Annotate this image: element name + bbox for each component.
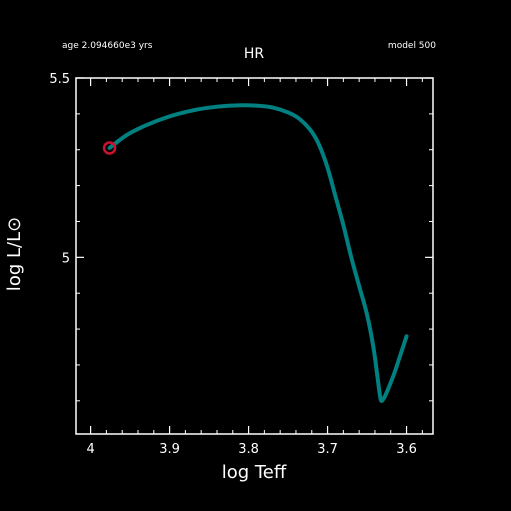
x-tick-label: 4 [86, 442, 94, 457]
evolutionary-track-line [107, 103, 409, 403]
x-tick-label: 3.7 [317, 442, 338, 457]
x-axis-label: log Teff [222, 462, 287, 483]
plot-frame [75, 77, 434, 435]
y-tick-label: 5.5 [49, 72, 70, 87]
axis-ticks [76, 77, 433, 434]
x-tick-label: 3.6 [396, 442, 417, 457]
y-tick-label: 5 [62, 251, 70, 266]
model-label: model 500 [388, 41, 436, 51]
y-axis-label: log L/L⊙ [4, 217, 25, 291]
y-tick-labels: 5.55 [49, 72, 70, 266]
x-tick-label: 3.9 [159, 442, 180, 457]
age-label: age 2.094660e3 yrs [62, 41, 153, 51]
x-tick-label: 3.8 [238, 442, 259, 457]
current-model-marker [102, 141, 117, 155]
x-tick-labels: 4 3.9 3.8 3.7 3.6 [86, 442, 416, 457]
chart-title: HR [244, 46, 265, 62]
